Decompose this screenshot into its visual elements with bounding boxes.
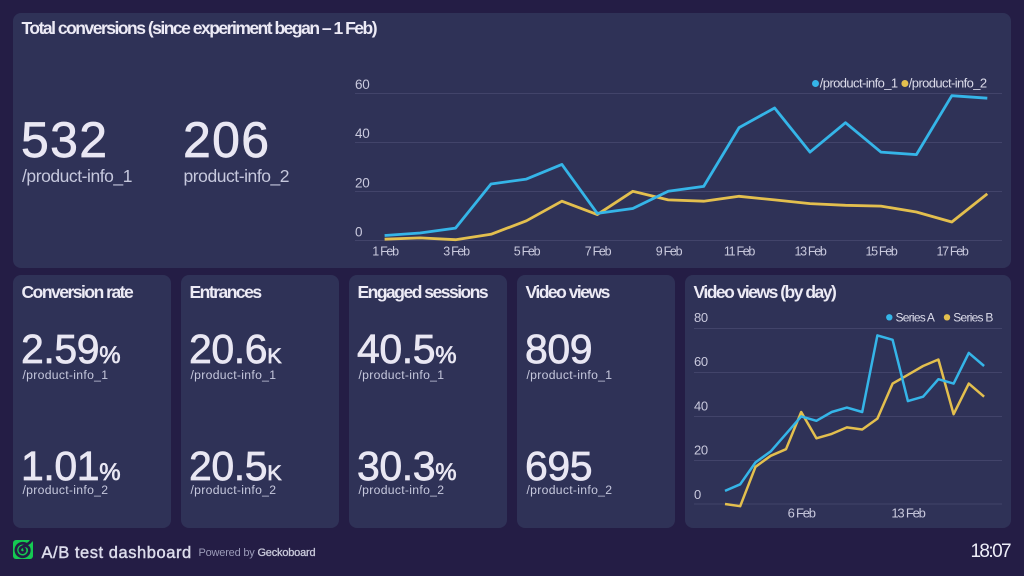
svg-text:20: 20	[355, 175, 369, 190]
svg-text:Series A: Series A	[896, 310, 935, 324]
svg-text:13 Feb: 13 Feb	[794, 244, 826, 258]
svg-text:15 Feb: 15 Feb	[865, 244, 897, 258]
svg-text:40: 40	[355, 126, 369, 141]
svg-text:7 Feb: 7 Feb	[585, 244, 612, 258]
svg-text:0: 0	[355, 224, 362, 239]
svg-text:5 Feb: 5 Feb	[514, 244, 541, 258]
svg-text:9 Feb: 9 Feb	[656, 244, 683, 258]
svg-text:13 Feb: 13 Feb	[891, 506, 925, 521]
svg-text:0: 0	[694, 487, 701, 502]
svg-text:/product-info_2: /product-info_2	[909, 76, 987, 91]
svg-text:40: 40	[694, 398, 708, 413]
svg-text:3 Feb: 3 Feb	[443, 244, 470, 258]
svg-text:80: 80	[694, 310, 708, 325]
svg-text:Series B: Series B	[953, 310, 993, 324]
svg-text:1 Feb: 1 Feb	[372, 244, 399, 258]
svg-text:11 Feb: 11 Feb	[724, 244, 756, 258]
svg-text:60: 60	[355, 77, 369, 92]
svg-text:60: 60	[694, 354, 708, 369]
svg-text:6 Feb: 6 Feb	[788, 506, 816, 521]
svg-text:17 Feb: 17 Feb	[936, 244, 968, 258]
svg-text:/product-info_1: /product-info_1	[820, 76, 898, 91]
svg-text:20: 20	[694, 443, 708, 458]
